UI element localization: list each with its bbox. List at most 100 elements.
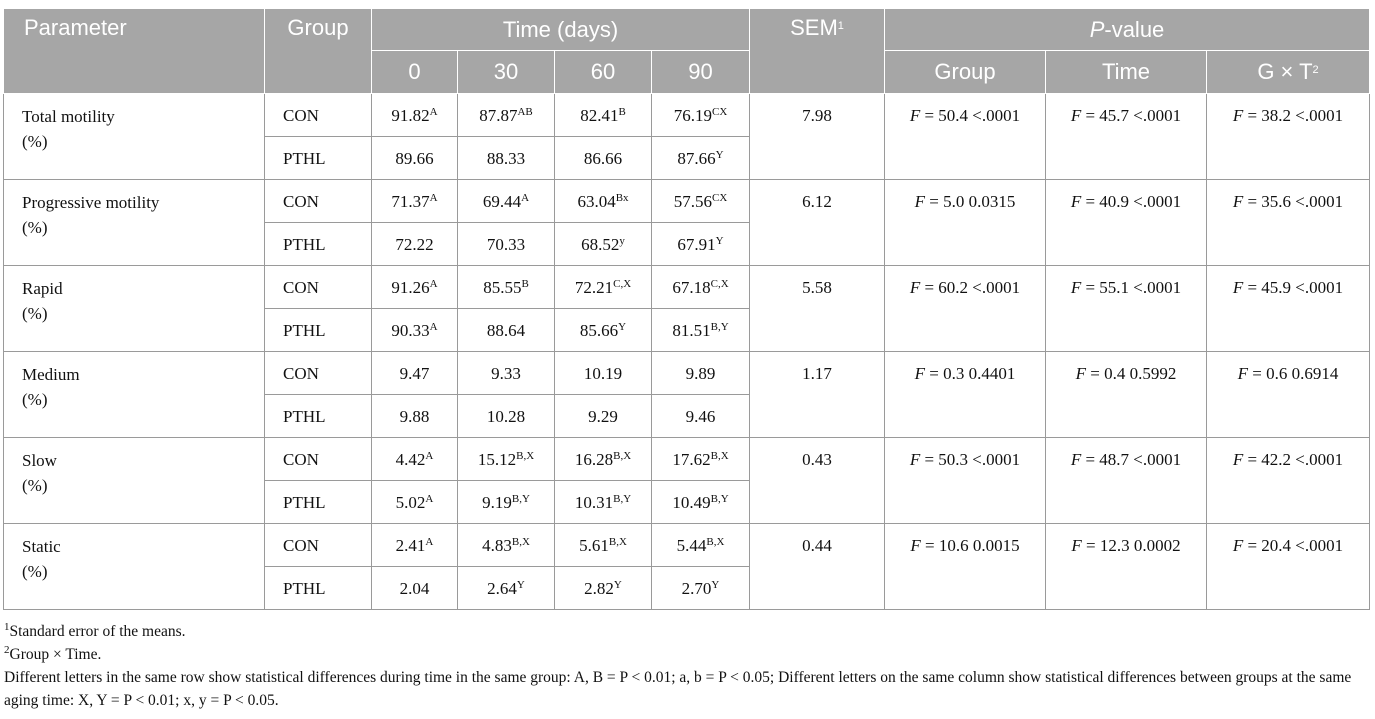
header-sem-sup: 1 — [837, 20, 844, 32]
value-cell: 70.33 — [457, 222, 555, 266]
significance-letter: A — [429, 192, 438, 204]
significance-letter: A — [425, 536, 434, 548]
significance-letter: y — [619, 235, 625, 247]
header-p-group: Group — [884, 50, 1046, 94]
sem-cell: 1.17 — [749, 351, 885, 438]
sem-cell: 6.12 — [749, 179, 885, 266]
value-cell: 2.04 — [371, 566, 458, 610]
f-symbol: F — [1075, 364, 1087, 383]
footnote-1-sup: 1 — [4, 621, 10, 633]
value: 2.82 — [584, 579, 614, 598]
value-cell: 9.29 — [554, 394, 652, 438]
value-cell: 5.02A — [371, 480, 458, 524]
significance-letter: Bx — [615, 192, 629, 204]
f-symbol: F — [1237, 364, 1249, 383]
table-row: Medium (%) CON 9.47 9.33 10.19 9.89 1.17 F = 0.3… — [3, 351, 1370, 438]
value: 10.19 — [583, 364, 623, 383]
value-cell: 4.42A — [371, 437, 458, 481]
value-cell: 9.88 — [371, 394, 458, 438]
value: 10.28 — [486, 407, 526, 426]
header-p-gxt-sup: 2 — [1312, 64, 1319, 76]
table-row: Progressive motility (%) CON 71.37A 69.44A 63… — [3, 179, 1370, 266]
value-cell: 9.33 — [457, 351, 555, 395]
header-parameter: Parameter — [3, 8, 265, 94]
header-sem-label: SEM — [790, 15, 838, 40]
value: 63.04 — [577, 192, 616, 211]
value: 5.02 — [395, 493, 426, 512]
value: 86.66 — [583, 149, 623, 168]
header-day-60: 60 — [554, 50, 652, 94]
group-cell: CON — [264, 265, 372, 309]
p-group-cell: F = 50.4 <.0001 — [884, 93, 1046, 180]
parameter-cell: Rapid (%) — [3, 265, 265, 352]
value-cell: 88.64 — [457, 308, 555, 352]
f-statistic: = 60.2 <.0001 — [924, 278, 1021, 297]
f-statistic: = 35.6 <.0001 — [1247, 192, 1344, 211]
table-footnotes: 1Standard error of the means. 2Group × T… — [4, 620, 1372, 712]
value: 16.28 — [574, 450, 614, 469]
f-symbol: F — [909, 278, 921, 297]
significance-letter: B,Y — [710, 321, 729, 333]
header-p-gxt: G × T2 — [1206, 50, 1370, 94]
value: 9.88 — [399, 407, 430, 426]
header-time: Time (days) — [371, 8, 750, 51]
value: 68.52 — [581, 235, 620, 254]
p-time-cell: F = 55.1 <.0001 — [1045, 265, 1207, 352]
f-symbol: F — [1070, 278, 1082, 297]
f-symbol: F — [909, 106, 921, 125]
value: 91.82 — [391, 106, 430, 125]
header-pvalue: P-value — [884, 8, 1370, 51]
f-symbol: F — [1071, 536, 1082, 555]
f-symbol: F — [910, 536, 921, 555]
value-cell: 9.89 — [651, 351, 750, 395]
value: 82.41 — [580, 106, 619, 125]
p-gxt-cell: F = 42.2 <.0001 — [1206, 437, 1370, 524]
significance-letter: Y — [715, 235, 724, 247]
value: 9.89 — [685, 364, 716, 383]
header-p-gxt-label: G × T — [1257, 59, 1313, 84]
value: 90.33 — [391, 321, 430, 340]
value-cell: 2.64Y — [457, 566, 555, 610]
significance-letter: Y — [516, 579, 525, 591]
significance-letter: Y — [715, 149, 724, 161]
value-cell: 89.66 — [371, 136, 458, 180]
f-statistic: = 50.4 <.0001 — [924, 106, 1021, 125]
f-symbol: F — [914, 364, 926, 383]
value: 85.66 — [579, 321, 619, 340]
significance-letter: B — [521, 278, 529, 290]
results-table: Parameter Group Time (days) SEM1 P-value… — [3, 8, 1370, 610]
p-gxt-cell: F = 35.6 <.0001 — [1206, 179, 1370, 266]
group-cell: CON — [264, 179, 372, 223]
value: 4.83 — [482, 536, 512, 555]
parameter-name: Total motility — [22, 107, 115, 126]
value-cell: 10.49B,Y — [651, 480, 750, 524]
value: 9.19 — [482, 493, 512, 512]
sem-cell: 7.98 — [749, 93, 885, 180]
significance-letter: B,Y — [511, 493, 530, 505]
significance-letter: B,X — [706, 536, 725, 548]
p-gxt-cell: F = 45.9 <.0001 — [1206, 265, 1370, 352]
p-gxt-cell: F = 38.2 <.0001 — [1206, 93, 1370, 180]
value-cell: 91.82A — [371, 93, 458, 137]
parameter-name: Progressive motility — [22, 193, 160, 212]
significance-letter: A — [429, 106, 438, 118]
value: 71.37 — [391, 192, 430, 211]
significance-letter: B,Y — [613, 493, 632, 505]
value-cell: 10.31B,Y — [554, 480, 652, 524]
value: 10.49 — [672, 493, 711, 512]
significance-letter: CX — [711, 106, 728, 118]
value-cell: 88.33 — [457, 136, 555, 180]
footnote-1-text: Standard error of the means. — [9, 623, 186, 640]
parameter-name: Slow — [22, 451, 57, 470]
footnote-1: 1Standard error of the means. — [4, 620, 1372, 643]
value-cell: 86.66 — [554, 136, 652, 180]
group-cell: CON — [264, 437, 372, 481]
table-row: PTHL 2.04 2.64Y 2.82Y 2.70Y — [4, 566, 1370, 610]
value-cell: 9.47 — [371, 351, 458, 395]
f-statistic: = 0.4 0.5992 — [1090, 364, 1177, 383]
header-pvalue-p: P — [1089, 16, 1105, 42]
value: 10.31 — [574, 493, 614, 512]
value-cell: 85.55B — [457, 265, 555, 309]
value: 2.70 — [681, 579, 712, 598]
value: 2.64 — [487, 579, 517, 598]
